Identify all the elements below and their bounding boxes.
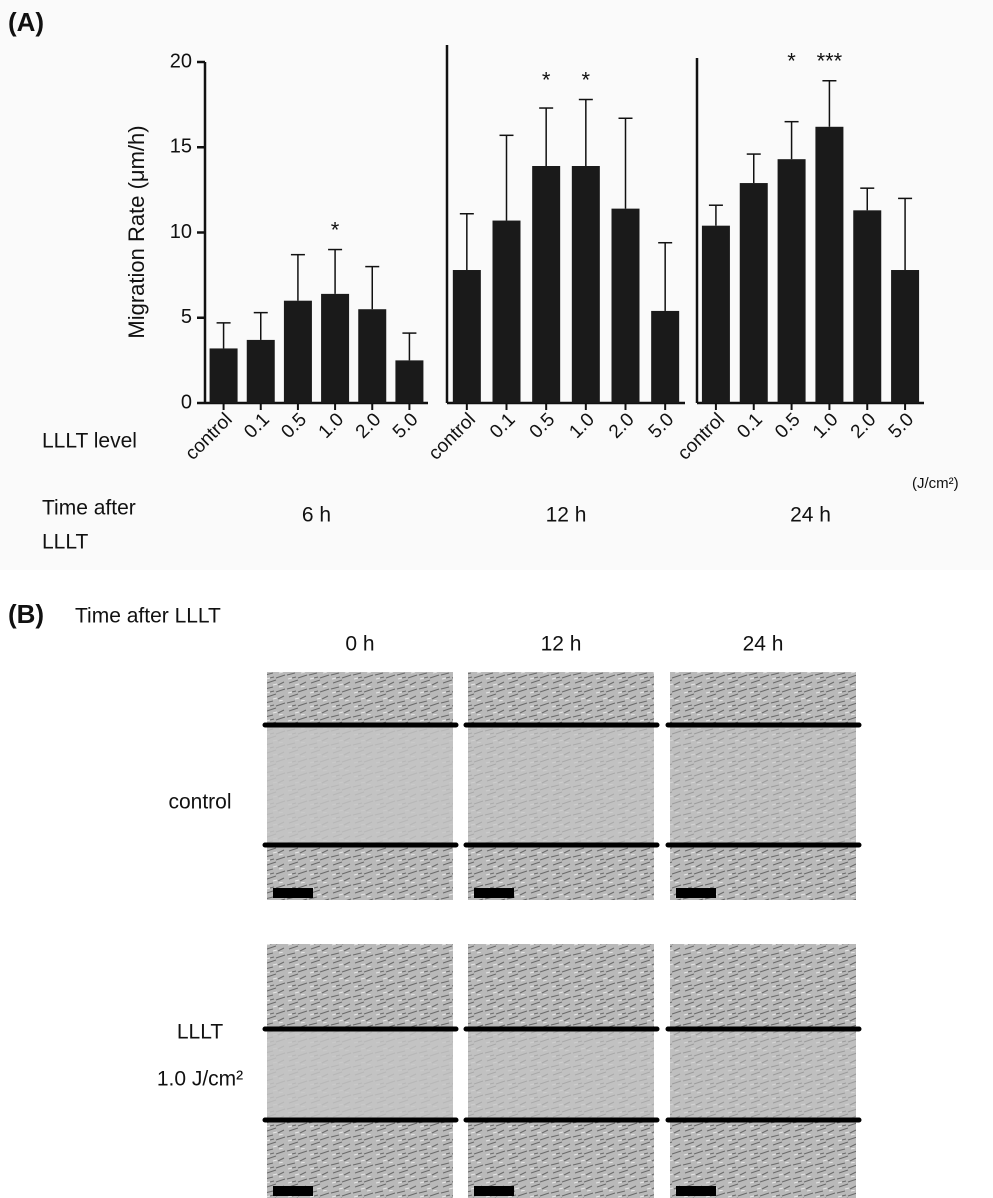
- panel-label: (B): [8, 599, 44, 629]
- bar: [452, 270, 481, 403]
- scale-bar: [676, 888, 716, 898]
- chart-title: 12 h: [546, 504, 587, 527]
- significance: *: [787, 49, 796, 74]
- bar: [891, 270, 920, 403]
- time-label: Time after: [42, 497, 136, 520]
- panel-label: (A): [8, 7, 44, 37]
- unit-label: (J/cm²): [912, 475, 959, 492]
- significance: *: [331, 217, 340, 242]
- bar: [209, 348, 238, 403]
- scale-bar: [474, 1186, 514, 1196]
- row-label: 1.0 J/cm²: [157, 1068, 243, 1091]
- bar: [651, 310, 680, 403]
- scale-bar: [676, 1186, 716, 1196]
- significance: *: [542, 67, 551, 92]
- y-tick-label: 15: [170, 136, 192, 158]
- row-label: LLLT: [177, 1021, 223, 1044]
- row-label: control: [168, 791, 231, 814]
- significance: *: [582, 67, 591, 92]
- bar: [395, 360, 424, 403]
- bar: [492, 220, 521, 403]
- x-axis-label: LLLT level: [42, 430, 137, 453]
- y-tick-label: 0: [181, 391, 192, 413]
- y-tick-label: 10: [170, 221, 192, 243]
- y-axis-label: Migration Rate (μm/h): [124, 125, 149, 338]
- time-label: LLLT: [42, 531, 88, 554]
- time-label: Time after LLLT: [75, 605, 221, 628]
- wound-gap: [267, 1029, 453, 1120]
- bar: [815, 126, 844, 403]
- scale-bar: [273, 888, 313, 898]
- bar: [321, 293, 350, 403]
- bar: [777, 159, 806, 403]
- scale-bar: [273, 1186, 313, 1196]
- bar: [358, 309, 387, 403]
- significance: ***: [817, 49, 843, 74]
- y-tick-label: 20: [170, 50, 192, 72]
- bar: [283, 300, 312, 403]
- wound-gap: [670, 725, 856, 845]
- wound-gap: [267, 725, 453, 845]
- bar: [701, 225, 730, 403]
- column-label: 24 h: [743, 633, 784, 656]
- chart-title: 24 h: [790, 504, 831, 527]
- scale-bar: [474, 888, 514, 898]
- y-tick-label: 5: [181, 306, 192, 328]
- bar: [532, 166, 561, 403]
- bar: [611, 208, 640, 403]
- bar: [571, 166, 600, 403]
- column-label: 12 h: [541, 633, 582, 656]
- bar: [853, 210, 882, 403]
- wound-gap: [468, 1029, 654, 1120]
- wound-gap: [670, 1029, 856, 1120]
- chart-title: 6 h: [302, 504, 331, 527]
- wound-gap: [468, 725, 654, 845]
- bar: [739, 183, 768, 403]
- bar: [246, 339, 275, 403]
- column-label: 0 h: [345, 633, 374, 656]
